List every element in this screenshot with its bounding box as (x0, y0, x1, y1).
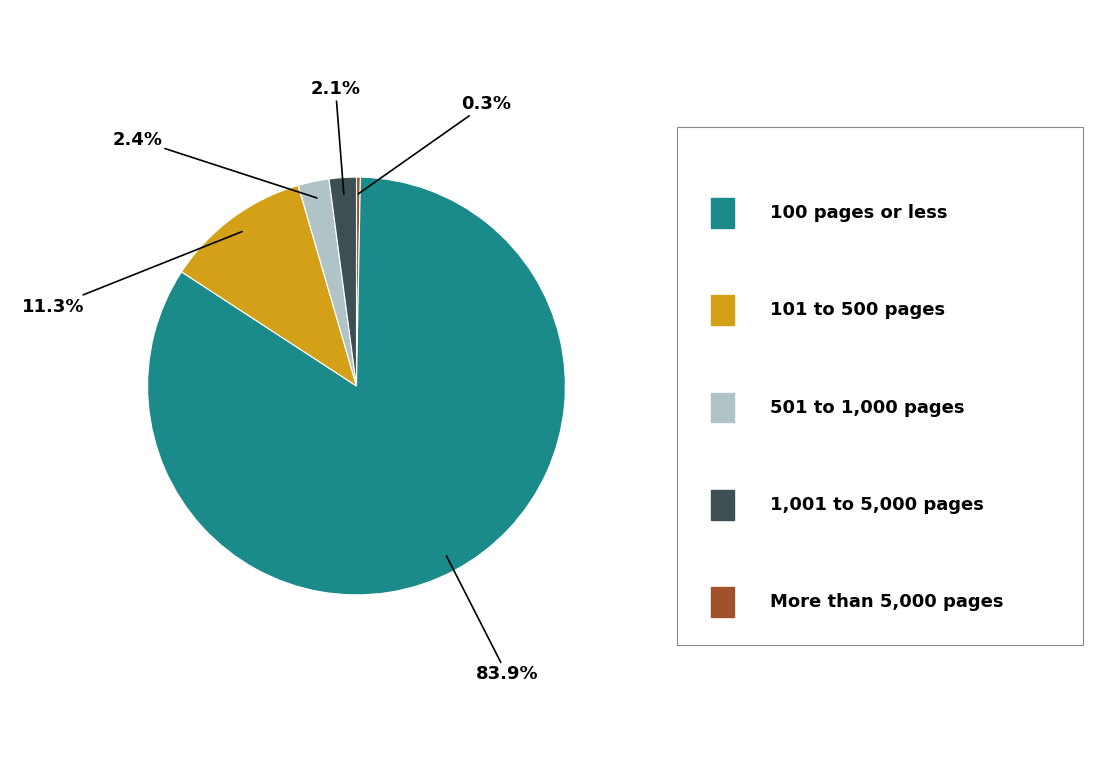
Wedge shape (182, 185, 356, 386)
Text: 1,001 to 5,000 pages: 1,001 to 5,000 pages (770, 496, 984, 514)
FancyBboxPatch shape (677, 127, 1083, 645)
Wedge shape (299, 179, 356, 386)
Bar (711, 490, 734, 520)
Text: 0.3%: 0.3% (359, 95, 511, 194)
Text: 100 pages or less: 100 pages or less (770, 204, 948, 222)
Bar (711, 198, 734, 228)
Bar (711, 393, 734, 422)
Text: 2.4%: 2.4% (113, 130, 316, 198)
Text: 101 to 500 pages: 101 to 500 pages (770, 301, 945, 320)
Text: 83.9%: 83.9% (447, 556, 538, 683)
Text: More than 5,000 pages: More than 5,000 pages (770, 593, 1004, 611)
Wedge shape (148, 177, 565, 595)
Text: 501 to 1,000 pages: 501 to 1,000 pages (770, 398, 965, 417)
Wedge shape (329, 177, 356, 386)
Bar (711, 587, 734, 617)
Text: 2.1%: 2.1% (311, 80, 361, 195)
Wedge shape (356, 177, 361, 386)
Bar (711, 296, 734, 325)
Text: 11.3%: 11.3% (22, 232, 242, 316)
